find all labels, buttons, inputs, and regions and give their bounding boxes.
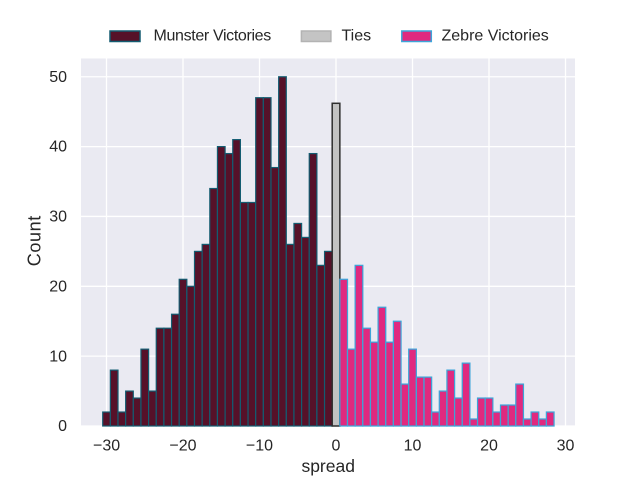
svg-text:spread: spread bbox=[301, 456, 355, 476]
svg-text:Count: Count bbox=[25, 215, 45, 266]
svg-text:30: 30 bbox=[557, 438, 575, 455]
svg-text:−30: −30 bbox=[93, 438, 120, 455]
svg-text:−10: −10 bbox=[246, 438, 273, 455]
svg-text:40: 40 bbox=[49, 139, 67, 156]
svg-text:Zebre Victories: Zebre Victories bbox=[442, 28, 549, 45]
svg-text:Munster Victories: Munster Victories bbox=[154, 28, 272, 45]
svg-text:0: 0 bbox=[332, 438, 341, 455]
svg-text:50: 50 bbox=[49, 69, 67, 86]
svg-text:Ties: Ties bbox=[342, 28, 372, 45]
svg-text:10: 10 bbox=[49, 348, 67, 365]
svg-text:20: 20 bbox=[49, 278, 67, 295]
svg-text:30: 30 bbox=[49, 209, 67, 226]
svg-text:0: 0 bbox=[58, 418, 67, 435]
svg-text:20: 20 bbox=[480, 438, 498, 455]
svg-text:10: 10 bbox=[404, 438, 422, 455]
svg-text:−20: −20 bbox=[169, 438, 196, 455]
